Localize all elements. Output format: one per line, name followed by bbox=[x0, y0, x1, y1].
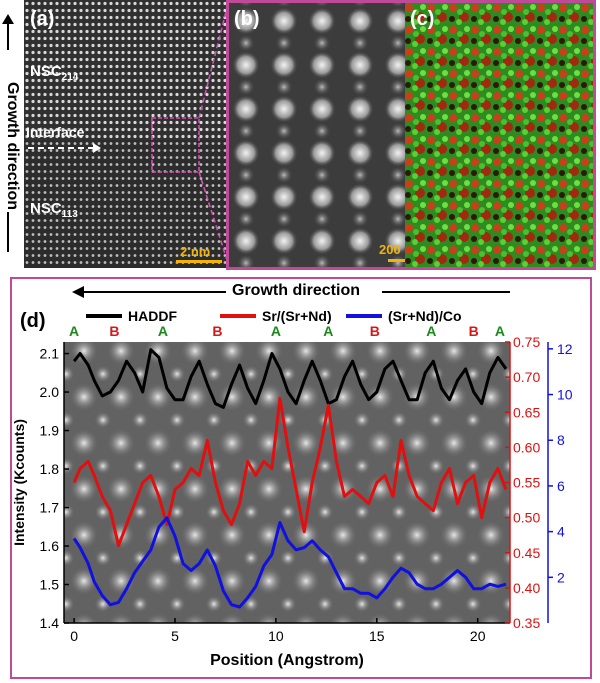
panel-b bbox=[229, 3, 405, 267]
panel-b-atoms bbox=[229, 3, 405, 267]
panel-a-lattice bbox=[24, 0, 227, 268]
panel-c-letter: (c) bbox=[410, 8, 435, 30]
growth-arrow-up bbox=[7, 22, 9, 50]
panel-b-letter: (b) bbox=[234, 8, 260, 30]
nsc214-label: NSC214 bbox=[30, 63, 79, 83]
growth-arrow-left-line bbox=[82, 291, 226, 293]
panel-c bbox=[405, 3, 593, 267]
growth-arrow-right-line bbox=[382, 291, 510, 293]
panel-d-growth-label: Growth direction bbox=[232, 282, 360, 299]
interface-label: Interface bbox=[26, 124, 85, 140]
panel-a-scale-label: 2 nm bbox=[180, 244, 211, 259]
panel-a-letter: (a) bbox=[30, 8, 55, 30]
interface-arrow bbox=[28, 147, 94, 149]
panel-d-frame bbox=[10, 277, 592, 679]
interface-arrow-head bbox=[93, 143, 101, 153]
panel-a-scalebar bbox=[176, 260, 222, 263]
growth-arrow-tail bbox=[7, 212, 9, 252]
panel-bc-frame bbox=[226, 0, 596, 270]
panel-b-scalebar bbox=[388, 259, 418, 262]
panel-d-letter: (d) bbox=[20, 310, 46, 332]
growth-arrow-left-head bbox=[72, 286, 84, 298]
growth-arrow-up-head bbox=[2, 14, 14, 24]
growth-direction-side-label: Growth direction bbox=[4, 82, 21, 210]
nsc113-label: NSC113 bbox=[30, 200, 78, 220]
panel-c-eds-map bbox=[405, 3, 593, 267]
zoom-box bbox=[151, 117, 200, 173]
panel-a bbox=[24, 0, 227, 268]
